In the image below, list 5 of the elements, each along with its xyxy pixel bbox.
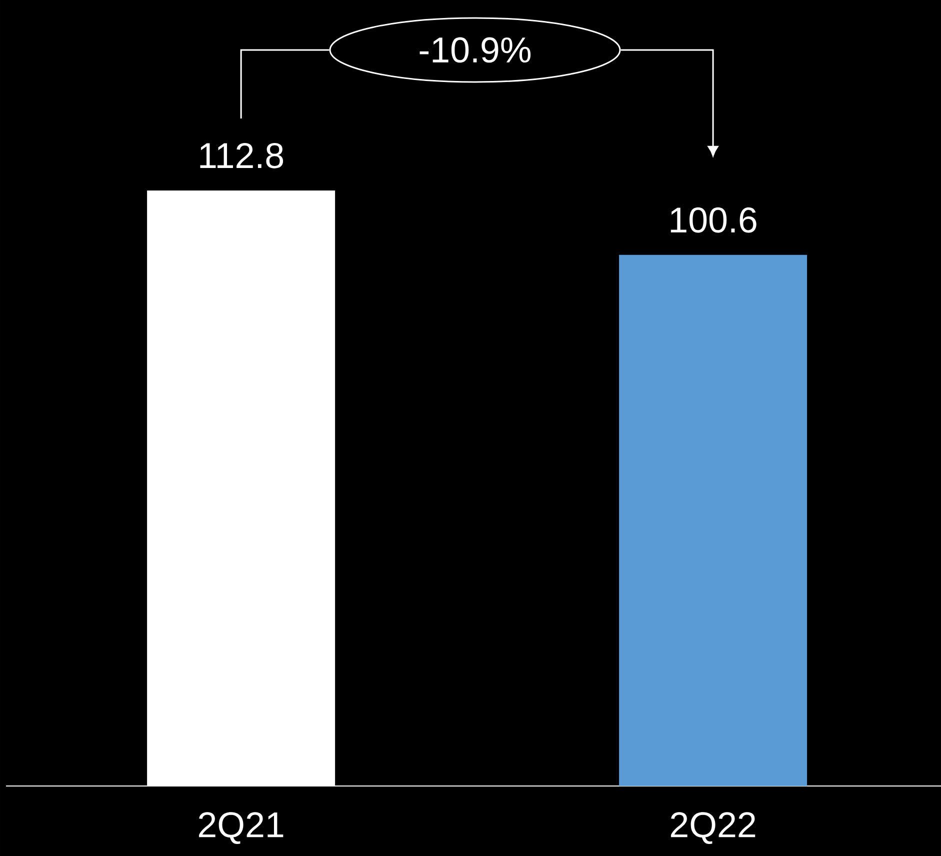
data-label: 100.6 <box>670 207 756 233</box>
x-tick-label: 2Q21 <box>198 812 284 844</box>
text: -10.9% <box>420 37 531 63</box>
x-tick-label: 2Q22 <box>670 812 756 844</box>
data-label: 112.8 <box>200 142 284 168</box>
